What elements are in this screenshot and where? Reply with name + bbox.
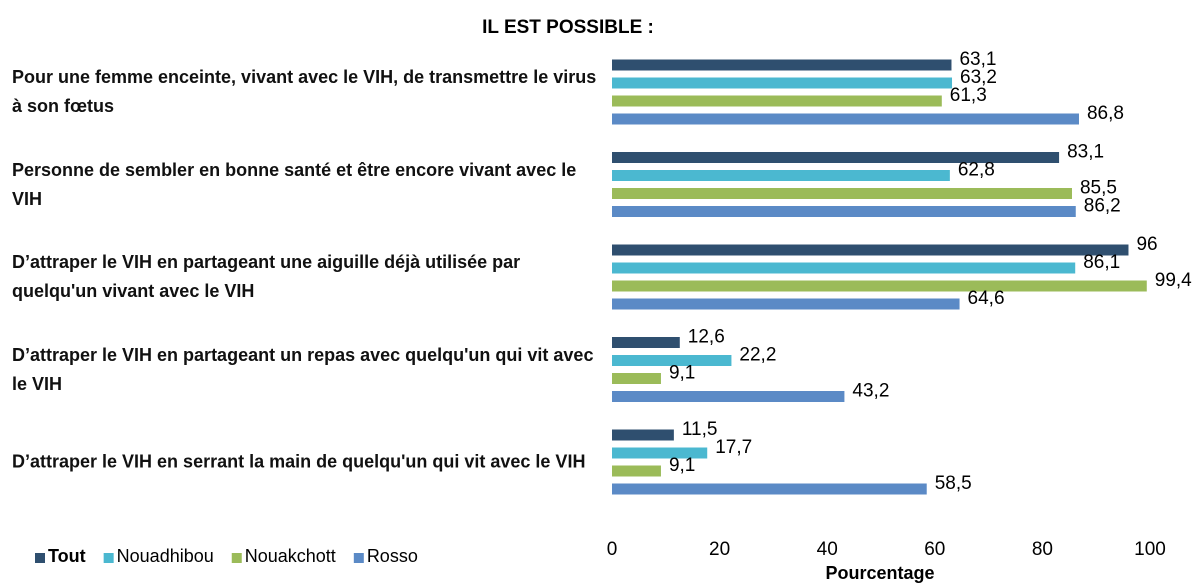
value-label: 86,8 [1087, 103, 1124, 124]
value-label: 86,2 [1084, 196, 1121, 217]
bar [612, 170, 950, 181]
bar [612, 59, 952, 71]
value-label: 99,4 [1155, 270, 1192, 291]
value-label: 22,2 [739, 345, 776, 366]
value-label: 43,2 [852, 381, 889, 402]
bar [612, 188, 1072, 199]
legend-swatch [35, 553, 45, 563]
bar [612, 298, 960, 310]
legend-label: Rosso [367, 546, 418, 566]
bar [612, 465, 661, 477]
bar [612, 152, 1060, 163]
x-tick-label: 0 [607, 539, 618, 560]
category-label: D’attraper le VIH en serrant la main de … [12, 451, 586, 472]
value-label: 9,1 [669, 363, 695, 384]
legend-label: Nouadhibou [117, 546, 214, 566]
category-label: D’attraper le VIH en partageant un repas… [12, 344, 594, 394]
value-label: 86,1 [1083, 252, 1120, 273]
bar [612, 113, 1079, 125]
x-tick-label: 40 [817, 539, 838, 560]
value-label: 61,3 [950, 85, 987, 106]
bar [612, 262, 1076, 274]
legend-swatch [231, 553, 242, 563]
bar [612, 206, 1076, 217]
x-tick-label: 60 [924, 539, 945, 560]
bar [612, 280, 1147, 292]
x-tick-label: 100 [1134, 539, 1166, 560]
bar [612, 244, 1129, 256]
value-label: 85,5 [1080, 178, 1117, 199]
bar [612, 355, 732, 366]
value-label: 63,2 [960, 67, 997, 88]
value-label: 96 [1136, 234, 1157, 255]
bar [612, 373, 661, 384]
bar [612, 337, 680, 348]
bar [612, 77, 953, 89]
bar [612, 391, 845, 402]
category-label: Personne de sembler en bonne santé et êt… [12, 159, 577, 209]
x-tick-label: 80 [1032, 539, 1053, 560]
bar [612, 429, 674, 441]
value-label: 11,5 [682, 419, 718, 440]
x-tick-label: 20 [709, 539, 730, 560]
value-label: 12,6 [688, 327, 725, 348]
value-label: 63,1 [959, 49, 996, 70]
bar [612, 95, 942, 107]
legend-swatch [103, 553, 114, 563]
value-label: 64,6 [968, 288, 1005, 309]
x-axis-label: Pourcentage [825, 563, 934, 583]
bar [612, 447, 708, 459]
bar [612, 483, 927, 495]
legend-label: Tout [48, 546, 86, 566]
value-label: 58,5 [935, 473, 972, 494]
legend-label: Nouakchott [245, 546, 336, 566]
legend-swatch [353, 553, 364, 563]
value-label: 62,8 [958, 160, 995, 181]
category-label: Pour une femme enceinte, vivant avec le … [12, 67, 597, 116]
value-label: 17,7 [715, 437, 752, 458]
category-label: D’attraper le VIH en partageant une aigu… [12, 252, 521, 301]
value-label: 83,1 [1067, 142, 1104, 163]
chart-title: IL EST POSSIBLE : [482, 17, 654, 38]
value-label: 9,1 [669, 455, 695, 476]
